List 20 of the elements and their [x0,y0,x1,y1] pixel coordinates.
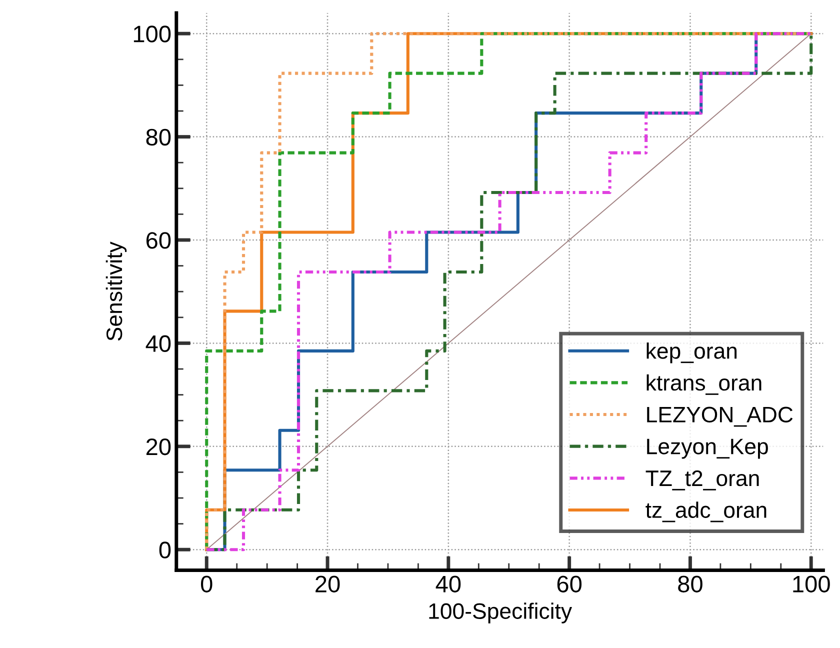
y-axis-title: Sensitivity [106,242,127,341]
x-tick-label: 100 [793,576,830,592]
legend-label: tz_adc_oran [646,502,766,522]
legend-label: kep_oran [646,342,737,364]
x-tick-label: 0 [200,576,212,592]
x-tick-label: 80 [678,576,702,592]
y-tick-label: 80 [146,128,171,146]
y-tick-label: 60 [146,232,171,249]
x-tick-label: 60 [557,576,582,592]
x-axis-title: 100-Specificity [429,602,572,624]
legend-label: Lezyon_Kep [647,438,768,459]
y-tick-label: 0 [159,542,171,558]
y-tick-label: 100 [134,26,171,42]
y-tick-label: 20 [146,438,171,456]
x-tick-label: 40 [436,576,461,592]
legend-label: ktrans_oran [646,374,762,395]
legend-label: LEZYON_ADC [647,406,793,427]
x-tick-label: 20 [316,576,340,592]
legend-label: TZ_t2_oran [646,470,759,490]
y-tick-label: 40 [146,335,171,352]
